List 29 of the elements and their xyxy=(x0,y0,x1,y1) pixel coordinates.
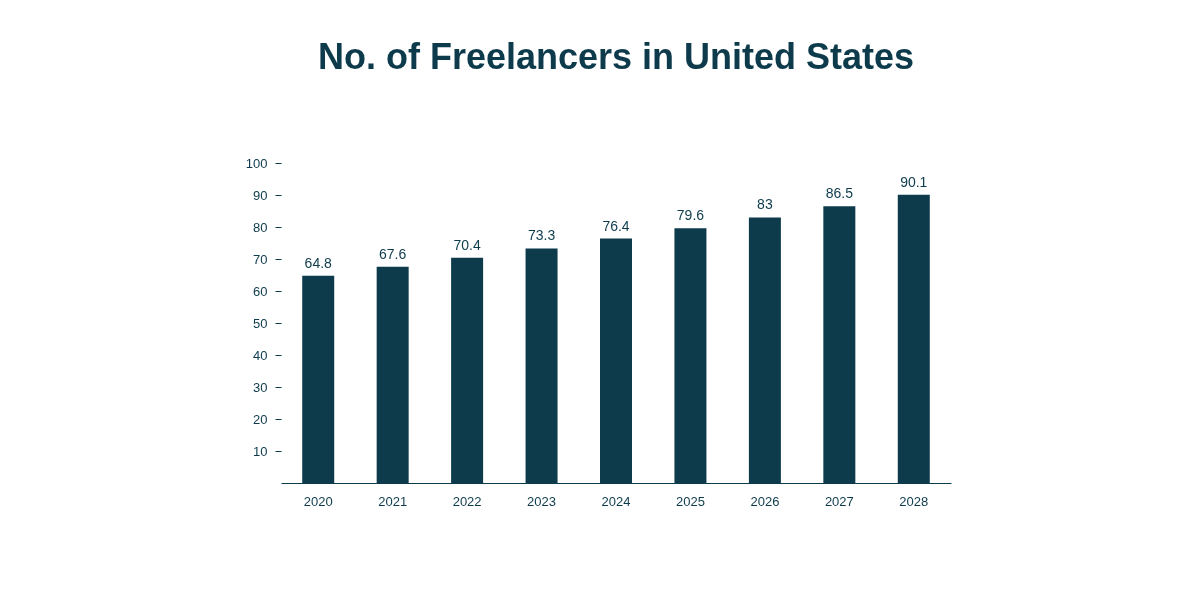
y-tick-label: 40 xyxy=(253,347,268,363)
y-tick-label: 10 xyxy=(253,443,268,459)
data-label: 64.8 xyxy=(304,254,333,271)
x-tick-label: 2022 xyxy=(452,493,482,509)
y-tick-label: 100 xyxy=(245,155,268,171)
y-tick-label: 50 xyxy=(253,315,268,331)
data-label: 67.6 xyxy=(379,245,407,262)
x-tick-label: 2020 xyxy=(303,493,333,509)
chart-title: No. of Freelancers in United States xyxy=(317,36,915,77)
data-label: 79.6 xyxy=(676,207,705,224)
x-tick-label: 2026 xyxy=(750,493,780,509)
x-tick-label: 2024 xyxy=(601,493,631,509)
y-tick-label: 20 xyxy=(253,411,268,427)
x-tick-label: 2027 xyxy=(824,493,854,509)
y-tick-label: 70 xyxy=(253,251,268,267)
y-tick-label: 90 xyxy=(253,187,268,203)
y-tick-label: 30 xyxy=(253,379,268,395)
x-tick-label: 2028 xyxy=(899,493,929,509)
data-label: 73.3 xyxy=(527,227,556,244)
y-tick-label: 60 xyxy=(253,283,268,299)
x-tick-label: 2025 xyxy=(675,493,705,509)
x-tick-label: 2021 xyxy=(378,493,408,509)
data-label: 76.4 xyxy=(602,217,630,234)
data-label: 86.5 xyxy=(825,185,854,202)
data-label: 70.4 xyxy=(453,236,481,253)
x-tick-label: 2023 xyxy=(527,493,557,509)
y-tick-label: 80 xyxy=(253,219,268,235)
data-label: 90.1 xyxy=(900,173,928,190)
data-label: 83 xyxy=(757,196,773,213)
